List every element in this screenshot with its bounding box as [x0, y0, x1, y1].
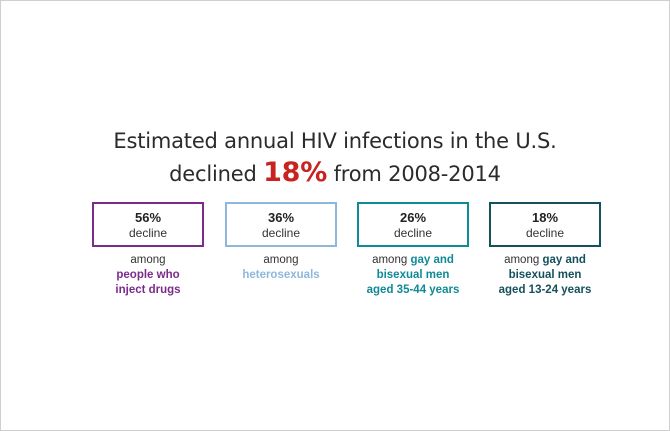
headline-prefix: declined	[169, 162, 257, 186]
stat-caption-heterosexuals: among heterosexuals	[211, 253, 351, 283]
headline-suffix: from 2008-2014	[333, 162, 501, 186]
caption-group-line-2: aged 13-24 years	[498, 284, 592, 296]
stat-box-gay-bisexual-men-35-44: 26% decline	[357, 202, 469, 247]
stat-unit: decline	[128, 226, 168, 240]
caption-group-line-1: bisexual men	[376, 269, 450, 281]
caption-group-line-1: heterosexuals	[242, 269, 320, 281]
caption-group-line-2: inject drugs	[115, 284, 181, 296]
caption-group-line-2: aged 35-44 years	[366, 284, 460, 296]
caption-among: among	[130, 254, 166, 266]
stat-caption-gay-bisexual-men-35-44: among gay and bisexual men aged 35-44 ye…	[343, 253, 483, 298]
caption-among: among	[504, 254, 540, 266]
stat-caption-gay-bisexual-men-13-24: among gay and bisexual men aged 13-24 ye…	[475, 253, 615, 298]
stat-box-heterosexuals: 36% decline	[225, 202, 337, 247]
headline: Estimated annual HIV infections in the U…	[0, 126, 670, 191]
caption-among: among	[372, 254, 408, 266]
caption-among: among	[263, 254, 299, 266]
caption-group-line-1: people who	[116, 269, 180, 281]
stat-value: 26%	[399, 210, 427, 225]
headline-line-1: Estimated annual HIV infections in the U…	[113, 129, 557, 153]
stat-value: 36%	[267, 210, 295, 225]
headline-line-2: declined 18% from 2008-2014	[0, 156, 670, 191]
headline-percent: 18%	[263, 157, 328, 188]
stat-box-people-who-inject-drugs: 56% decline	[92, 202, 204, 247]
stat-box-gay-bisexual-men-13-24: 18% decline	[489, 202, 601, 247]
caption-first-line: among gay and	[475, 253, 615, 268]
caption-group-line-1: bisexual men	[508, 269, 582, 281]
stat-value: 18%	[531, 210, 559, 225]
stat-unit: decline	[525, 226, 565, 240]
caption-group-inline: gay and	[542, 254, 586, 266]
stat-caption-people-who-inject-drugs: among people who inject drugs	[78, 253, 218, 298]
caption-first-line: among gay and	[343, 253, 483, 268]
stat-unit: decline	[261, 226, 301, 240]
stat-value: 56%	[134, 210, 162, 225]
stat-unit: decline	[393, 226, 433, 240]
caption-group-inline: gay and	[410, 254, 454, 266]
